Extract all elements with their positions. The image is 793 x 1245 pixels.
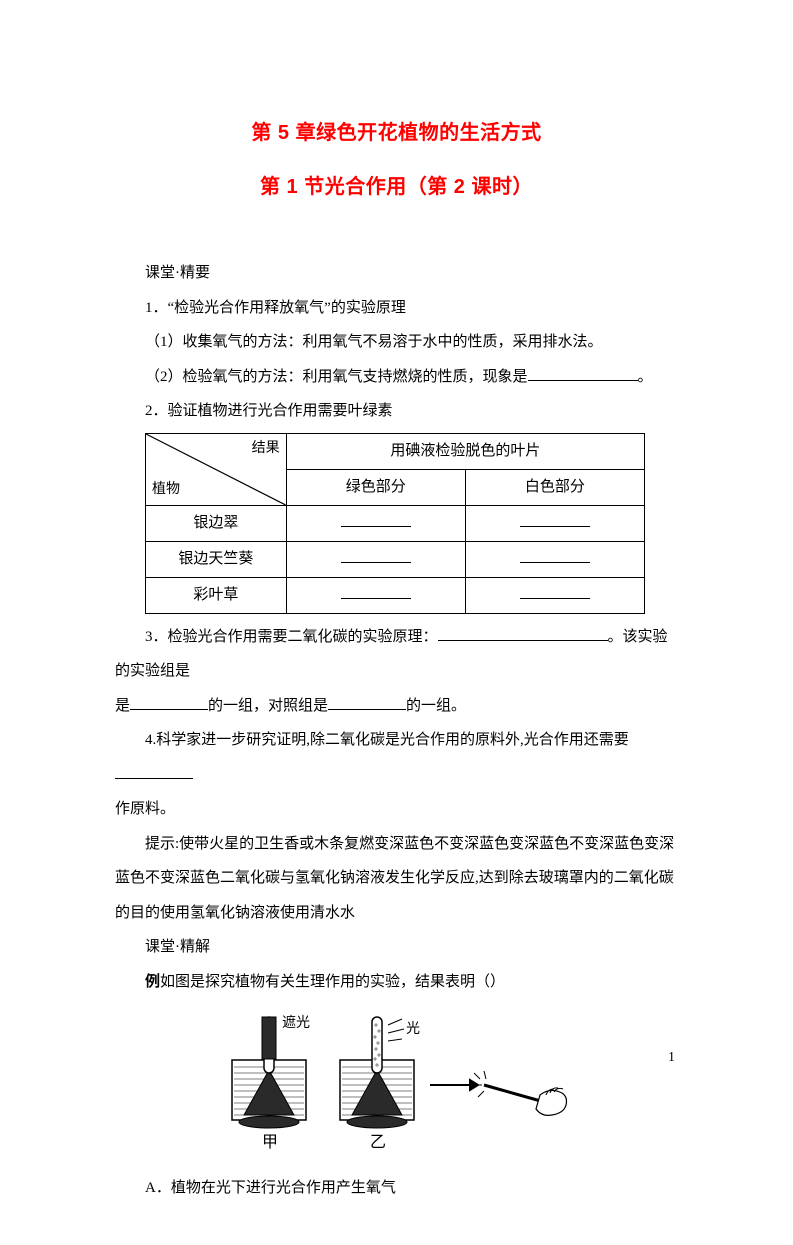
q2-title: 2．验证植物进行光合作用需要叶绿素 <box>115 394 678 429</box>
hint-text: 提示:使带火星的卫生香或木条复燃变深蓝色不变深蓝色变深蓝色不变深蓝色变深蓝色不变… <box>115 827 678 931</box>
q4-line: 4.科学家进一步研究证明,除二氧化碳是光合作用的原料外,光合作用还需要 <box>115 723 678 792</box>
cell-blank[interactable] <box>341 547 411 563</box>
q4-pre: 4.科学家进一步研究证明,除二氧化碳是光合作用的原料外,光合作用还需要 <box>145 732 629 748</box>
q3-pre: 3．检验光合作用需要二氧化碳的实验原理： <box>145 629 438 645</box>
table-row: 银边翠 <box>146 505 645 541</box>
section-label-explain: 课堂·精解 <box>115 930 678 965</box>
table-row: 银边天竺葵 <box>146 541 645 577</box>
q3-mid2: 的一组，对照组是 <box>208 698 328 714</box>
row-label: 银边翠 <box>146 505 287 541</box>
diag-label-result: 结果 <box>252 436 280 461</box>
q4-line2: 作原料。 <box>115 792 678 827</box>
blank-q1-2[interactable] <box>528 363 638 381</box>
section-label-essentials: 课堂·精要 <box>115 256 678 291</box>
label-shade: 遮光 <box>282 1015 310 1031</box>
table-header-row: 结果 植物 用碘液检验脱色的叶片 <box>146 433 645 469</box>
subheader-green: 绿色部分 <box>286 469 465 505</box>
q1-title: 1．“检验光合作用释放氧气”的实验原理 <box>115 291 678 326</box>
table-row: 彩叶草 <box>146 577 645 613</box>
label-jia: 甲 <box>262 1134 278 1151</box>
label-light: 光 <box>406 1021 420 1037</box>
q1-2-post: 。 <box>638 369 653 385</box>
option-a: A．植物在光下进行光合作用产生氧气 <box>115 1171 678 1206</box>
cell-blank[interactable] <box>520 547 590 563</box>
q1-2-pre: （2）检验氧气的方法：利用氧气支持燃烧的性质，现象是 <box>145 369 528 385</box>
subheader-white: 白色部分 <box>465 469 644 505</box>
row-label: 银边天竺葵 <box>146 541 287 577</box>
label-yi: 乙 <box>370 1134 386 1151</box>
q1-line2: （2）检验氧气的方法：利用氧气支持燃烧的性质，现象是 。 <box>115 360 678 395</box>
example-line: 例如图是探究植物有关生理作用的实验，结果表明（） <box>115 965 678 1000</box>
example-text: 如图是探究植物有关生理作用的实验，结果表明（） <box>160 974 505 990</box>
cell-blank[interactable] <box>341 511 411 527</box>
blank-q4[interactable] <box>115 761 193 779</box>
table-header-merge: 用碘液检验脱色的叶片 <box>286 433 644 469</box>
chlorophyll-table: 结果 植物 用碘液检验脱色的叶片 绿色部分 白色部分 银边翠 银边天竺葵 彩叶草 <box>145 433 645 614</box>
cell-blank[interactable] <box>520 583 590 599</box>
diag-label-plant: 植物 <box>152 477 180 502</box>
cell-blank[interactable] <box>341 583 411 599</box>
blank-q3-principle[interactable] <box>438 623 608 641</box>
q3-line2: 是的一组，对照组是的一组。 <box>115 689 678 724</box>
q1-line1: （1）收集氧气的方法：利用氧气不易溶于水中的性质，采用排水法。 <box>115 325 678 360</box>
q3-line: 3．检验光合作用需要二氧化碳的实验原理：。该实验的实验组是 <box>115 620 678 689</box>
cell-blank[interactable] <box>520 511 590 527</box>
chapter-title: 第 5 章绿色开花植物的生活方式 <box>115 110 678 156</box>
section-title: 第 1 节光合作用（第 2 课时） <box>115 164 678 210</box>
page-number: 1 <box>668 1042 675 1074</box>
blank-q3-control[interactable] <box>328 692 406 710</box>
blank-q3-exp[interactable] <box>130 692 208 710</box>
experiment-diagram: 遮光 甲 <box>115 1005 678 1169</box>
row-label: 彩叶草 <box>146 577 287 613</box>
example-prefix: 例 <box>145 974 160 990</box>
table-diag-header: 结果 植物 <box>146 433 287 505</box>
q3-post: 的一组。 <box>406 698 466 714</box>
